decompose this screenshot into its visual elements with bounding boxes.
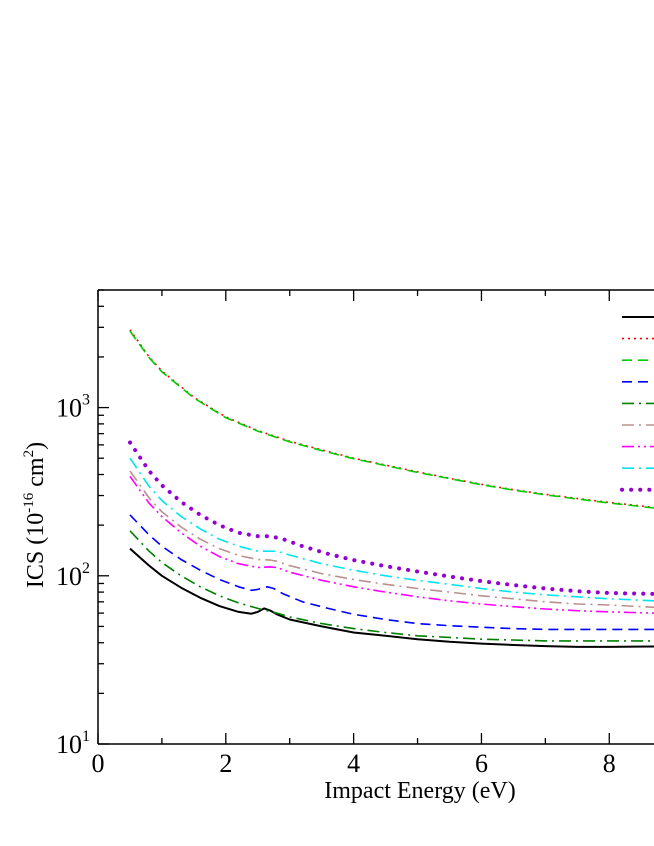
y-tick-label-100: 102 bbox=[56, 560, 90, 591]
legend bbox=[620, 316, 654, 492]
x-tick-label-6: 6 bbox=[475, 749, 488, 778]
y-axis-title: ICS (10-16 cm2) bbox=[21, 442, 49, 588]
series-line-1 bbox=[129, 547, 654, 648]
y-tick-label-base-10: 10 bbox=[56, 730, 82, 759]
series-line-2 bbox=[129, 329, 654, 509]
series-line-9 bbox=[128, 440, 654, 596]
x-tick-label-4: 4 bbox=[347, 749, 360, 778]
y-axis-title-close: ) bbox=[23, 442, 49, 450]
series-line-4 bbox=[129, 514, 654, 631]
y-tick-label-base-1000: 10 bbox=[56, 394, 82, 423]
y-axis-title-unit: cm bbox=[23, 457, 49, 493]
series-line-7 bbox=[129, 475, 654, 614]
y-axis-title-exp: -16 bbox=[21, 492, 37, 512]
series-line-5 bbox=[129, 530, 654, 642]
plot-area bbox=[128, 329, 654, 648]
series-line-6 bbox=[129, 470, 654, 609]
x-tick-label-2: 2 bbox=[219, 749, 232, 778]
y-tick-label-1000: 103 bbox=[56, 392, 90, 423]
y-tick-label-exp-1000: 3 bbox=[82, 392, 90, 409]
series-line-3 bbox=[129, 330, 654, 509]
x-tick-label-8: 8 bbox=[603, 749, 616, 778]
series-group bbox=[128, 329, 654, 648]
y-axis-title-unit-exp: 2 bbox=[21, 450, 37, 458]
x-tick-label-0: 0 bbox=[92, 749, 105, 778]
y-tick-label-10: 101 bbox=[56, 728, 90, 759]
series-line-8 bbox=[129, 457, 654, 602]
y-axis-title-base: ICS (10 bbox=[23, 513, 49, 588]
y-tick-label-base-100: 10 bbox=[56, 562, 82, 591]
y-tick-label-exp-10: 1 bbox=[82, 728, 90, 745]
x-axis-title: Impact Energy (eV) bbox=[324, 778, 515, 804]
y-tick-label-exp-100: 2 bbox=[82, 560, 90, 577]
